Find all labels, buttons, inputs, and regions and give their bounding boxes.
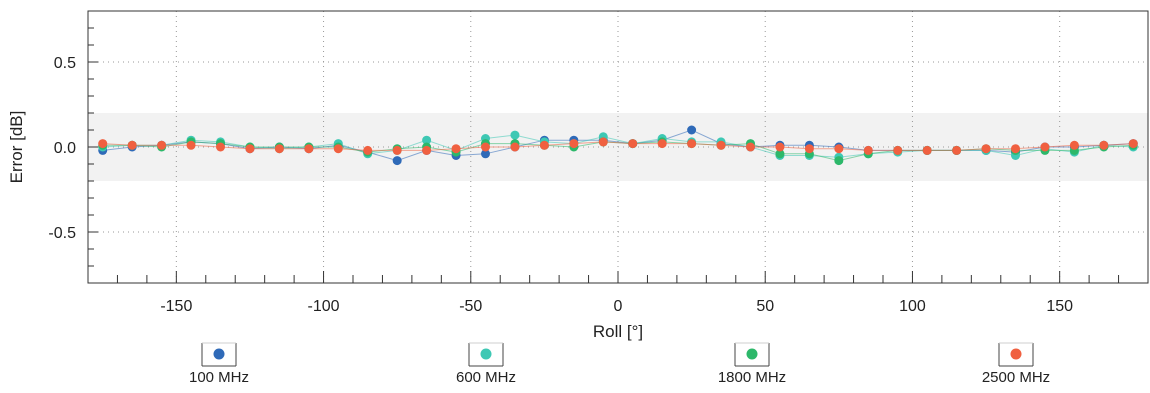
data-point-0 <box>481 149 490 159</box>
x-tick-label: 0 <box>614 298 623 315</box>
data-point-2 <box>775 149 785 159</box>
data-point-3 <box>981 144 991 154</box>
x-tick-label: -100 <box>308 298 340 315</box>
legend-marker <box>213 348 225 360</box>
data-point-3 <box>598 137 608 147</box>
legend-label: 600 MHz <box>456 369 516 386</box>
data-point-3 <box>569 139 579 149</box>
legend-marker <box>746 348 758 360</box>
y-tick-label: 0.5 <box>54 55 76 72</box>
x-tick-label: 50 <box>756 298 774 315</box>
legend-item: 2500 MHz <box>982 342 1050 386</box>
legend-marker <box>1010 348 1022 360</box>
legend-item: 100 MHz <box>189 342 249 386</box>
series-layer <box>98 125 1138 166</box>
data-point-0 <box>687 125 697 135</box>
y-axis: -0.5 0.0 0.5 <box>48 10 98 284</box>
data-point-3 <box>657 139 667 149</box>
data-point-3 <box>804 144 814 154</box>
x-tick-label: 100 <box>899 298 926 315</box>
y-axis-label: Error [dB] <box>7 111 26 184</box>
data-point-3 <box>1011 144 1020 154</box>
legend-label: 1800 MHz <box>718 369 786 386</box>
legend-label: 2500 MHz <box>982 369 1050 386</box>
data-point-3 <box>628 139 638 149</box>
data-point-3 <box>216 142 225 152</box>
data-point-3 <box>834 144 844 154</box>
data-point-3 <box>245 144 255 154</box>
legend: 100 MHz 600 MHz 1800 MHz 2500 MHz <box>189 342 1050 386</box>
data-point-1 <box>422 135 432 145</box>
data-point-3 <box>510 142 520 152</box>
data-point-3 <box>1128 139 1138 149</box>
data-point-3 <box>98 139 108 149</box>
data-point-3 <box>157 140 167 150</box>
data-point-3 <box>746 142 755 152</box>
x-tick-label: -150 <box>160 298 192 315</box>
data-point-3 <box>186 140 196 150</box>
data-point-3 <box>1069 140 1079 150</box>
data-point-3 <box>274 144 284 154</box>
data-point-3 <box>893 145 903 155</box>
data-point-3 <box>392 145 402 155</box>
data-point-1 <box>510 130 520 140</box>
data-point-3 <box>539 140 549 150</box>
data-point-2 <box>834 156 844 166</box>
data-point-3 <box>363 145 373 155</box>
data-point-0 <box>392 156 402 166</box>
x-tick-label: 150 <box>1046 298 1073 315</box>
data-point-3 <box>863 145 873 155</box>
data-point-3 <box>481 142 490 152</box>
legend-item: 600 MHz <box>456 342 516 386</box>
data-point-3 <box>1040 142 1050 152</box>
legend-marker <box>480 348 492 360</box>
y-tick-label: -0.5 <box>48 225 76 242</box>
x-axis: -150 -100 -50 0 50 100 150 <box>87 271 1149 315</box>
data-point-3 <box>775 142 785 152</box>
legend-item: 1800 MHz <box>718 342 786 386</box>
data-point-3 <box>451 144 461 154</box>
y-tick-label: 0.0 <box>54 140 76 157</box>
series-line-3 <box>102 141 1134 151</box>
data-point-3 <box>952 145 962 155</box>
data-point-3 <box>304 144 314 154</box>
data-point-3 <box>1099 140 1109 150</box>
data-point-3 <box>127 140 137 150</box>
x-axis-label: Roll [°] <box>593 322 643 341</box>
legend-label: 100 MHz <box>189 369 249 386</box>
data-point-3 <box>687 139 697 149</box>
data-point-3 <box>333 144 343 154</box>
data-point-3 <box>422 145 432 155</box>
data-point-3 <box>922 145 932 155</box>
data-point-3 <box>716 140 726 150</box>
x-tick-label: -50 <box>459 298 482 315</box>
